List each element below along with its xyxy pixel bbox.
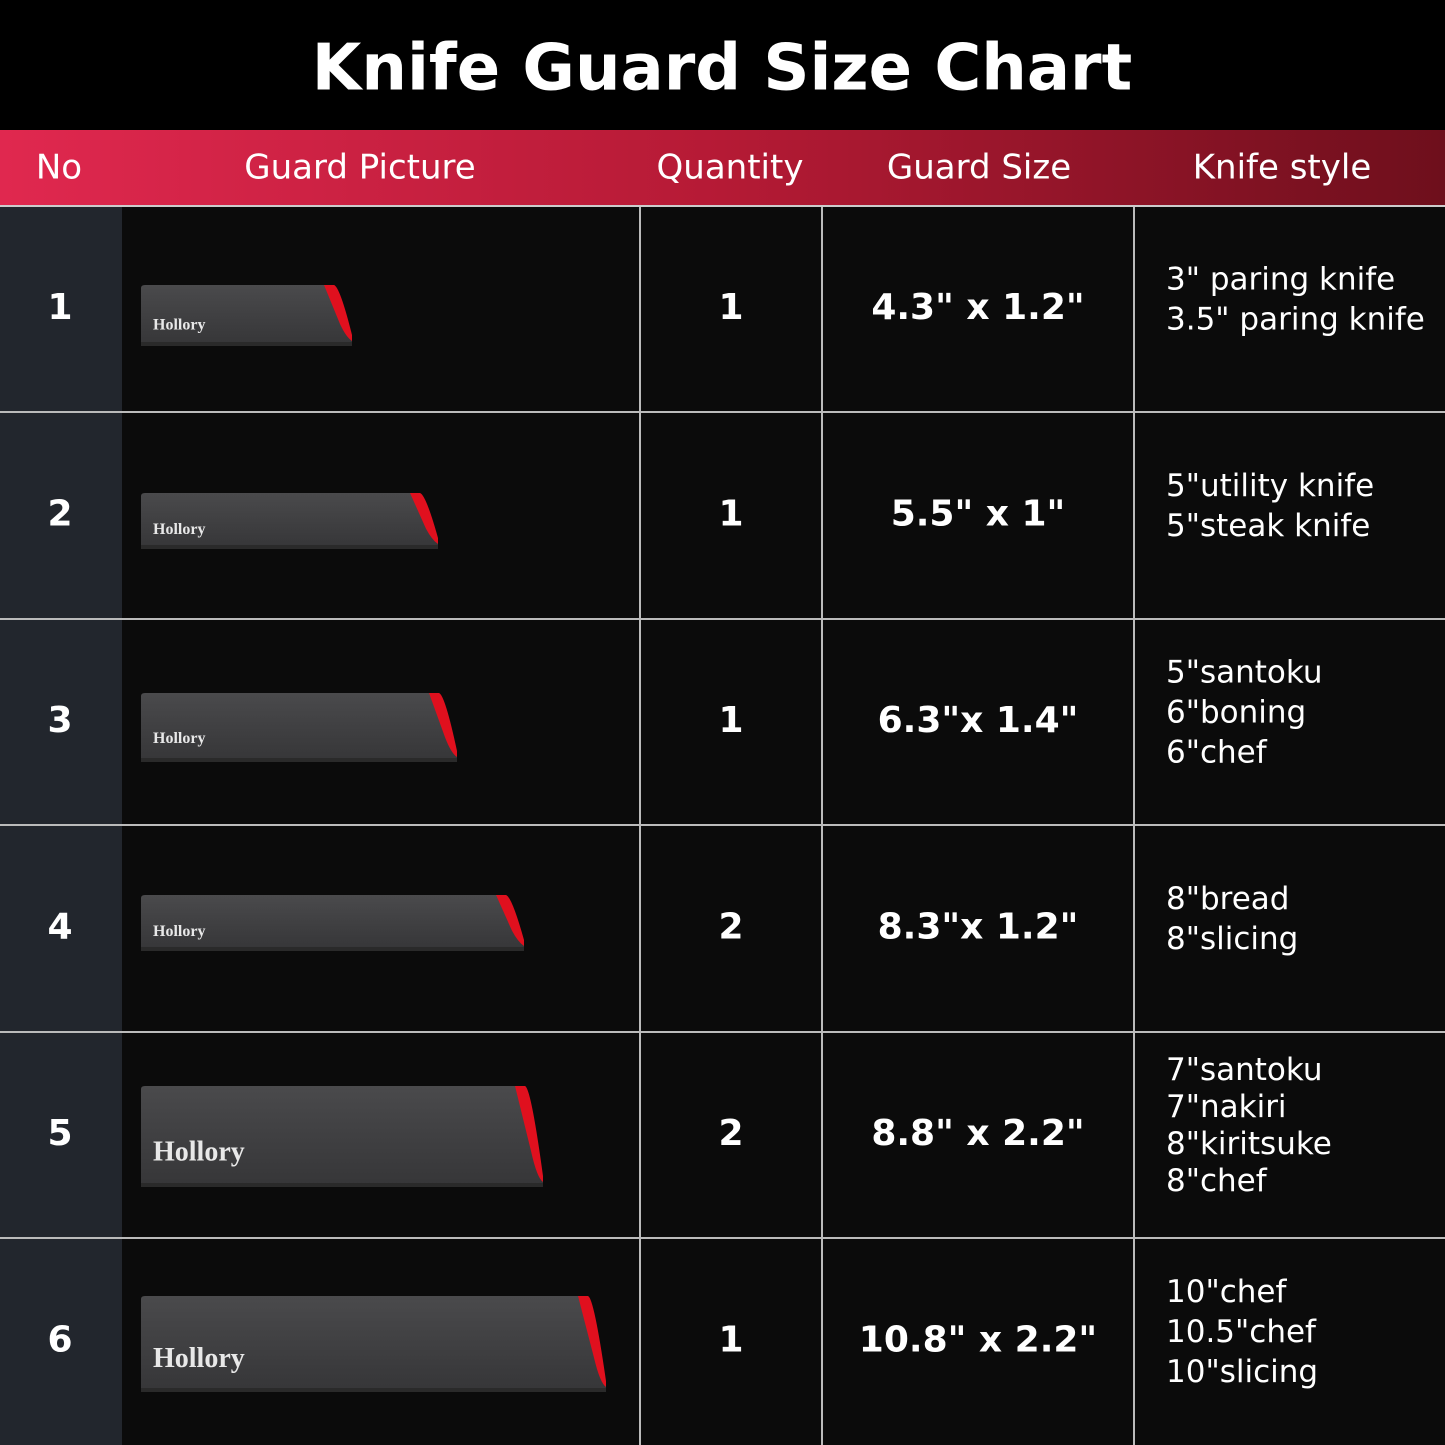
guard-tip xyxy=(429,693,457,757)
row-number: 2 xyxy=(47,494,72,535)
guard-picture: Hollory xyxy=(141,693,457,762)
guard-edge xyxy=(141,947,524,951)
guard-edge xyxy=(141,758,457,762)
knife-style: 8"bread xyxy=(1166,881,1289,917)
knife-style: 6"boning xyxy=(1166,695,1306,731)
quantity: 1 xyxy=(718,287,743,328)
guard-body xyxy=(141,1086,543,1186)
row-number: 6 xyxy=(47,1320,72,1361)
guard-brand: Hollory xyxy=(153,1343,245,1374)
quantity: 2 xyxy=(718,907,743,948)
knife-style: 5"utility knife xyxy=(1166,468,1374,504)
guard-body xyxy=(141,1296,606,1391)
guard-tip xyxy=(515,1086,543,1182)
title-bar xyxy=(0,0,1445,130)
guard-picture: Hollory xyxy=(141,285,352,346)
knife-style: 6"chef xyxy=(1166,735,1268,771)
guard-brand: Hollory xyxy=(153,1136,245,1167)
header-cell: Guard Size xyxy=(887,148,1071,188)
knife-style: 7"santoku xyxy=(1166,1052,1323,1088)
header-cell: No xyxy=(36,148,82,188)
header-cell: Quantity xyxy=(657,148,804,188)
guard-picture: Hollory xyxy=(141,1086,543,1187)
guard-brand: Hollory xyxy=(153,730,205,747)
knife-style: 10"slicing xyxy=(1166,1354,1318,1390)
guard-brand: Hollory xyxy=(153,316,205,333)
quantity: 1 xyxy=(718,700,743,741)
knife-style: 3" paring knife xyxy=(1166,262,1395,298)
guard-edge xyxy=(141,1183,543,1187)
guard-brand: Hollory xyxy=(153,923,205,940)
guard-edge xyxy=(141,545,438,549)
guard-size: 10.8" x 2.2" xyxy=(859,1320,1097,1361)
knife-style: 7"nakiri xyxy=(1166,1089,1287,1125)
row-number: 4 xyxy=(47,907,72,948)
guard-edge xyxy=(141,1388,606,1392)
knife-style: 8"kiritsuke xyxy=(1166,1126,1332,1162)
knife-style: 5"steak knife xyxy=(1166,508,1370,544)
guard-picture: Hollory xyxy=(141,895,524,951)
knife-style: 8"chef xyxy=(1166,1163,1268,1199)
row-number: 5 xyxy=(47,1113,72,1154)
guard-tip xyxy=(410,493,438,544)
guard-edge xyxy=(141,342,352,346)
guard-size: 5.5" x 1" xyxy=(891,494,1066,535)
guard-picture: Hollory xyxy=(141,1296,606,1392)
guard-body xyxy=(141,285,352,345)
knife-style: 10"chef xyxy=(1166,1274,1287,1310)
guard-tip xyxy=(578,1296,606,1387)
guard-picture: Hollory xyxy=(141,493,438,549)
guard-tip xyxy=(324,285,352,341)
knife-style: 8"slicing xyxy=(1166,921,1298,957)
header-cell: Knife style xyxy=(1193,148,1372,188)
guard-size: 8.8" x 2.2" xyxy=(871,1113,1084,1154)
guard-body xyxy=(141,895,524,950)
title: Knife Guard Size Chart xyxy=(312,32,1132,106)
header-cell: Guard Picture xyxy=(244,148,475,188)
guard-size: 8.3"x 1.2" xyxy=(878,907,1079,948)
quantity: 2 xyxy=(718,1113,743,1154)
header-row xyxy=(0,130,1445,206)
guard-brand: Hollory xyxy=(153,521,205,538)
guard-body xyxy=(141,693,457,761)
guard-size: 6.3"x 1.4" xyxy=(878,700,1079,741)
knife-style: 5"santoku xyxy=(1166,655,1323,691)
guard-tip xyxy=(496,895,524,946)
knife-style: 3.5" paring knife xyxy=(1166,302,1425,338)
quantity: 1 xyxy=(718,1320,743,1361)
guard-size: 4.3" x 1.2" xyxy=(871,287,1084,328)
quantity: 1 xyxy=(718,494,743,535)
guard-body xyxy=(141,493,438,548)
row-number: 3 xyxy=(47,700,72,741)
row-number: 1 xyxy=(47,287,72,328)
knife-style: 10.5"chef xyxy=(1166,1314,1317,1350)
